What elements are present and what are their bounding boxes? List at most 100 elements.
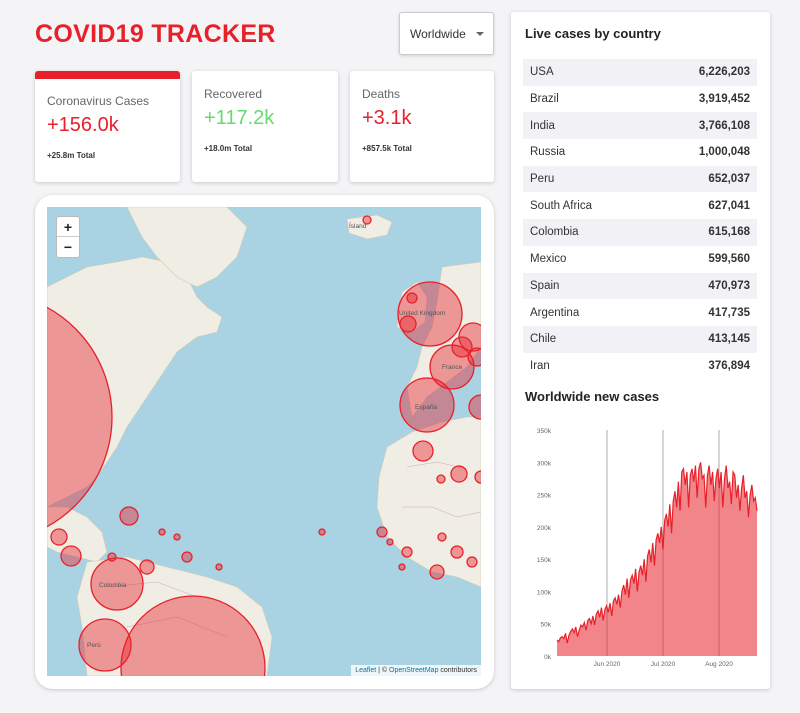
y-tick-label: 0k [544, 654, 552, 661]
case-circle-guinea [386, 538, 394, 546]
place-labels: Ísland United Kingdom France España Colo… [87, 221, 463, 649]
case-count: 413,145 [708, 333, 750, 346]
table-row: Argentina 417,735 [523, 299, 757, 326]
app-title: COVID19 TRACKER [35, 20, 276, 48]
live-cases-table[interactable]: USA 6,226,203 Brazil 3,919,452 India 3,766,10… [523, 59, 757, 390]
x-tick-label: Aug 2020 [705, 661, 733, 668]
info-box-total: +25.8m Total [47, 151, 96, 160]
zoom-out-button[interactable]: − [63, 239, 73, 255]
country-name: South Africa [530, 199, 593, 212]
case-circle-scotland [406, 292, 418, 304]
y-tick-label: 100k [537, 589, 552, 596]
info-box-label: Deaths [362, 87, 401, 101]
info-box-cases[interactable]: Coronavirus Cases +156.0k +25.8m Total [35, 71, 180, 182]
attribution-suffix: contributors [438, 667, 477, 674]
table-row: Brazil 3,919,452 [523, 86, 757, 113]
new-cases-chart: 0k 50k 100k 150k 200k 250k 300k 350k Jun 2020 Jul… [523, 420, 763, 670]
info-box-recovered[interactable]: Recovered +117.2k +18.0m Total [192, 71, 338, 182]
country-select-value: Worldwide [410, 26, 466, 41]
case-circle-algeria [450, 465, 468, 483]
case-circle-ghana [429, 564, 445, 580]
info-box-value: +156.0k [47, 114, 119, 136]
case-circle-spain [399, 377, 455, 433]
country-name: Mexico [530, 253, 567, 266]
info-box-value: +117.2k [204, 107, 275, 129]
case-circle-venezuela [181, 551, 193, 563]
table-row: Russia 1,000,048 [523, 139, 757, 166]
country-name: Peru [530, 173, 555, 186]
info-box-label: Coronavirus Cases [47, 94, 150, 108]
case-circle-cuba [119, 506, 139, 526]
case-circle-mauritania [376, 526, 388, 538]
case-circle-brazil [120, 595, 266, 676]
country-name: India [530, 119, 555, 132]
x-tick-label: Jun 2020 [594, 661, 621, 668]
case-circle-honduras [107, 552, 117, 562]
info-box-total: +18.0m Total [204, 144, 253, 153]
case-circle-colombia [90, 557, 144, 611]
x-tick-label: Jul 2020 [651, 661, 676, 668]
case-circle-haiti [158, 528, 166, 536]
table-row: Spain 470,973 [523, 272, 757, 300]
country-name: Argentina [530, 306, 580, 319]
case-circle-italy [468, 394, 481, 420]
series-line [556, 462, 758, 644]
world-map[interactable]: Ísland United Kingdom France España Colo… [47, 207, 481, 676]
country-name: Brazil [530, 93, 559, 106]
right-panel: Live cases by country USA 6,226,203 Brazil… [511, 12, 770, 689]
case-circle-morocco [412, 440, 434, 462]
map-attribution: Leaflet | © OpenStreetMap contributors [351, 665, 481, 676]
zoom-controls: + − [56, 216, 80, 258]
country-name: Colombia [530, 226, 579, 239]
case-circle-ireland [399, 315, 417, 333]
case-count: 417,735 [708, 306, 750, 319]
case-circle-usa [47, 306, 113, 528]
case-circle-guyana [215, 563, 223, 571]
table-row: Chile 413,145 [523, 325, 757, 353]
info-box-value: +3.1k [362, 107, 412, 129]
live-cases-title: Live cases by country [525, 26, 661, 41]
case-circle-cape-verde [318, 528, 326, 536]
y-tick-label: 250k [537, 493, 552, 500]
table-row: Colombia 615,168 [523, 219, 757, 246]
info-box-deaths[interactable]: Deaths +3.1k +857.5k Total [350, 71, 494, 182]
country-name: Spain [530, 279, 560, 292]
case-circle-mexico [50, 528, 68, 546]
leaflet-link[interactable]: Leaflet [355, 667, 377, 674]
case-circle-cameroon [466, 556, 478, 568]
case-count: 652,037 [708, 173, 750, 186]
table-row: Iran 376,894 [523, 353, 757, 380]
case-circle-panama [139, 559, 155, 575]
map-canvas[interactable]: Ísland United Kingdom France España Colo… [47, 207, 481, 676]
case-circle-iceland [362, 215, 372, 225]
case-circle-germany [467, 347, 481, 367]
case-circle-peru [78, 618, 132, 672]
case-circle-burkina [437, 532, 447, 542]
country-name: Iran [530, 359, 550, 372]
table-row: USA 6,226,203 [523, 59, 757, 86]
case-circle-tunisia [436, 474, 446, 484]
y-tick-label: 50k [541, 622, 552, 629]
zoom-in-button[interactable]: + [57, 217, 79, 237]
country-select[interactable]: Worldwide [399, 12, 494, 55]
case-count: 376,894 [708, 359, 750, 372]
place-label-colombia: Colombia [99, 582, 127, 589]
osm-link[interactable]: OpenStreetMap [389, 667, 439, 674]
y-tick-label: 300k [537, 460, 552, 467]
case-circles [47, 215, 481, 676]
table-row: Mexico 599,560 [523, 246, 757, 273]
case-count: 599,560 [708, 253, 750, 266]
table-row: Peru 652,037 [523, 165, 757, 193]
map-card: Ísland United Kingdom France España Colo… [35, 195, 494, 689]
y-tick-label: 350k [537, 428, 552, 435]
place-label-spain: España [415, 404, 437, 411]
case-circle-dominican [173, 533, 181, 541]
case-count: 470,973 [708, 279, 750, 292]
attribution-separator: | © [376, 667, 390, 674]
case-count: 6,226,203 [698, 66, 750, 79]
table-row: South Africa 627,041 [523, 192, 757, 219]
info-box-total: +857.5k Total [362, 144, 412, 153]
case-count: 1,000,048 [698, 146, 750, 159]
country-name: Chile [530, 333, 557, 346]
case-circle-sierra-leone [398, 563, 406, 571]
